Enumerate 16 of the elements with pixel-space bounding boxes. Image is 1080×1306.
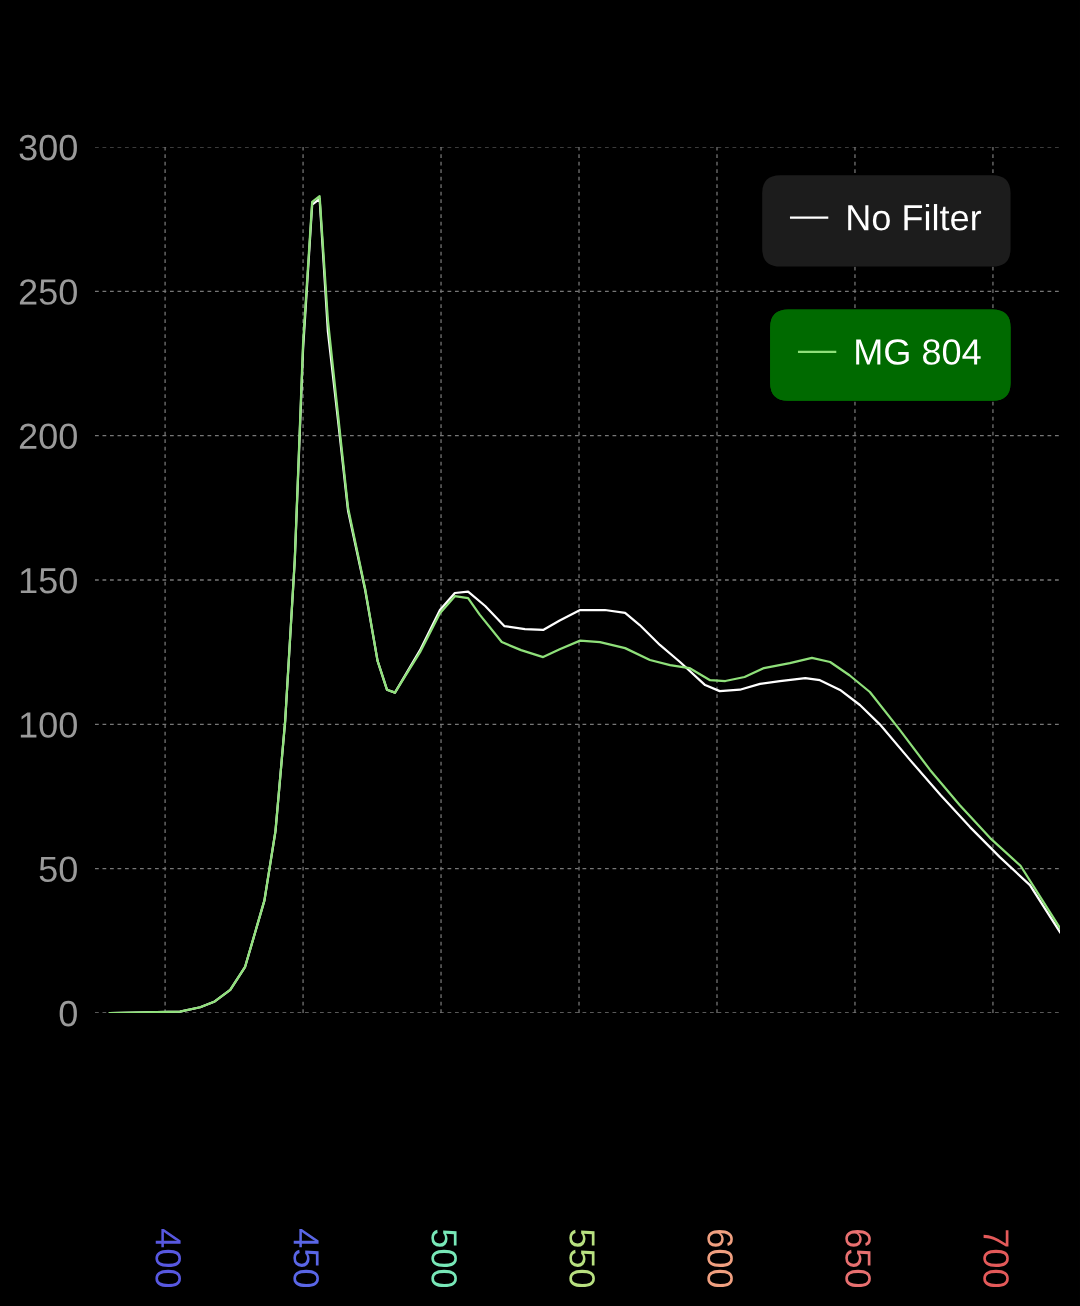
legend-label: MG 804 — [856, 339, 981, 365]
y-tick-label: 300 — [19, 134, 77, 161]
legend-label: No Filter — [848, 204, 982, 231]
x-tick-label: 700 — [983, 1230, 1009, 1288]
x-tick-label: 650 — [845, 1230, 871, 1288]
x-tick-label: 450 — [293, 1229, 319, 1288]
y-tick-label: 150 — [20, 567, 77, 594]
x-tick-label: 600 — [707, 1230, 733, 1288]
x-tick-label: 400 — [155, 1229, 181, 1288]
y-tick-label: 100 — [20, 712, 77, 738]
y-tick-label: 250 — [19, 279, 77, 305]
y-tick-label: 200 — [19, 423, 77, 450]
y-tick-label: 0 — [59, 1000, 77, 1027]
x-tick-label: 500 — [431, 1229, 457, 1288]
x-tick-label: 550 — [569, 1229, 595, 1288]
y-tick-label: 50 — [39, 856, 77, 883]
